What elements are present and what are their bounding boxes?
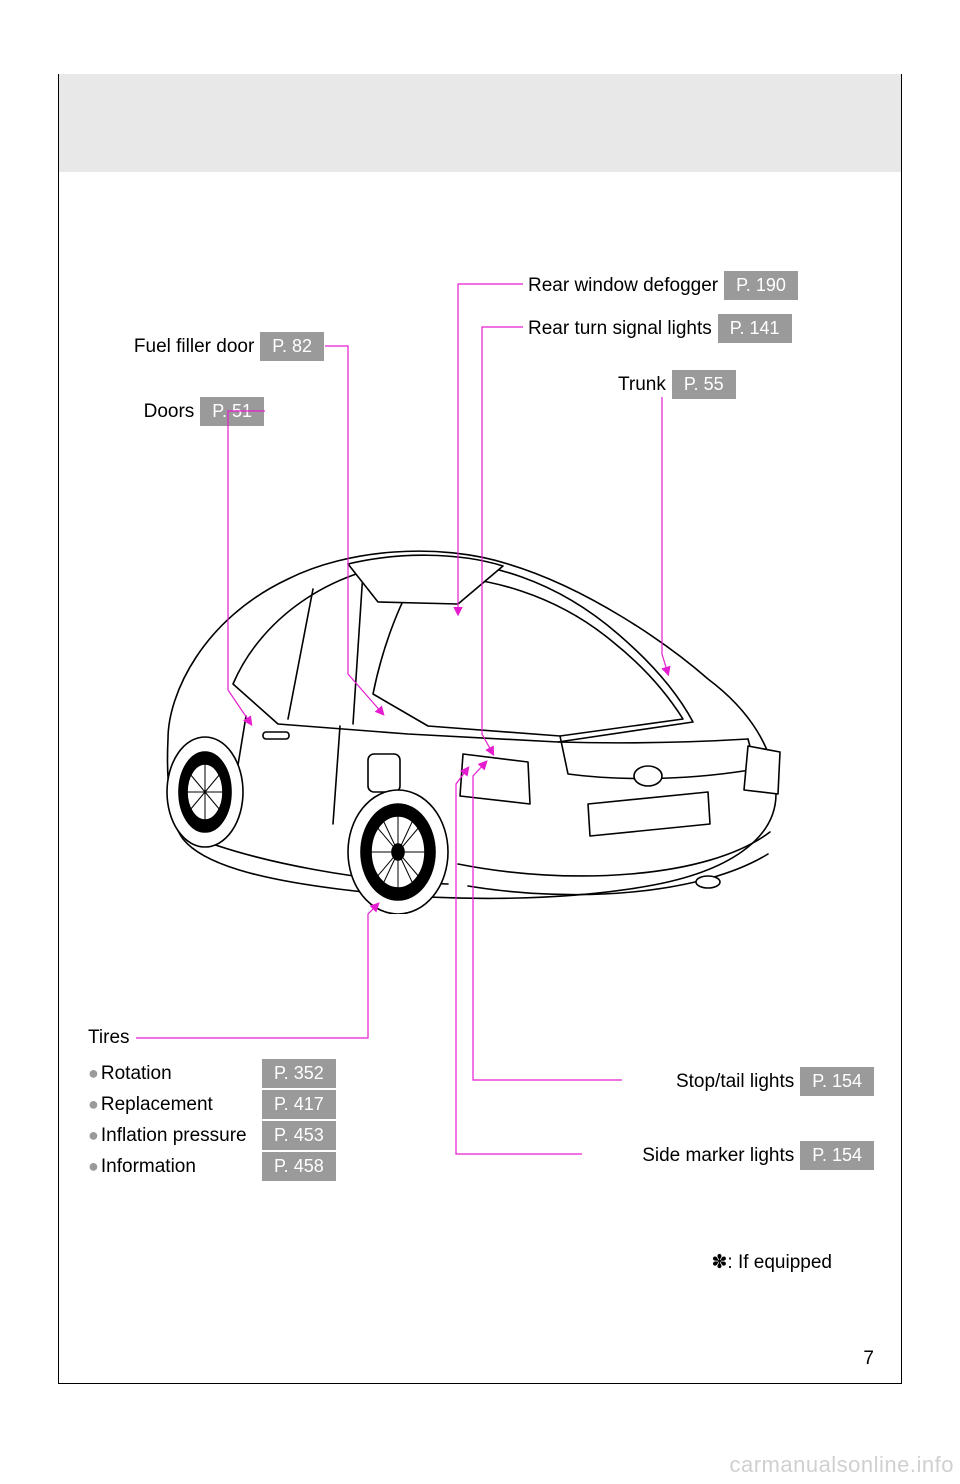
bullet-icon: ● bbox=[88, 1063, 99, 1083]
label-side-marker: Side marker lights bbox=[642, 1145, 794, 1167]
bullet-icon: ● bbox=[88, 1125, 99, 1145]
tires-row-inflation: ●Inflation pressure P. 453 bbox=[88, 1121, 336, 1150]
callout-trunk: Trunk P. 55 bbox=[618, 370, 736, 399]
label-trunk: Trunk bbox=[618, 374, 666, 396]
page-ref-side-marker: P. 154 bbox=[800, 1141, 874, 1170]
label-doors: Doors bbox=[144, 401, 195, 423]
footnote-if-equipped: ✽: If equipped bbox=[711, 1251, 832, 1274]
label-inflation: Inflation pressure bbox=[101, 1125, 247, 1146]
diagram-content: Fuel filler door P. 82 Doors P. 51 Rear … bbox=[58, 74, 902, 1384]
page-ref-rotation: P. 352 bbox=[262, 1059, 336, 1088]
callout-rear-turn-signal: Rear turn signal lights P. 141 bbox=[528, 314, 792, 343]
page-ref-rear-window-defogger: P. 190 bbox=[724, 271, 798, 300]
page-number: 7 bbox=[863, 1348, 874, 1370]
label-fuel-filler-door: Fuel filler door bbox=[134, 336, 254, 358]
label-replacement: Replacement bbox=[101, 1094, 213, 1115]
watermark: carmanualsonline.info bbox=[729, 1452, 954, 1478]
page-ref-information: P. 458 bbox=[262, 1152, 336, 1181]
car-illustration bbox=[108, 494, 808, 914]
callout-fuel-filler-door: Fuel filler door P. 82 bbox=[84, 332, 324, 361]
page-ref-stop-tail: P. 154 bbox=[800, 1067, 874, 1096]
callout-stop-tail: Stop/tail lights P. 154 bbox=[676, 1067, 874, 1096]
label-stop-tail: Stop/tail lights bbox=[676, 1071, 794, 1093]
bullet-icon: ● bbox=[88, 1094, 99, 1114]
label-rotation: Rotation bbox=[101, 1063, 172, 1084]
label-rear-turn-signal: Rear turn signal lights bbox=[528, 318, 712, 340]
tires-title: Tires bbox=[88, 1027, 336, 1049]
tires-row-information: ●Information P. 458 bbox=[88, 1152, 336, 1181]
page-ref-inflation: P. 453 bbox=[262, 1121, 336, 1150]
label-information: Information bbox=[101, 1156, 196, 1177]
page-ref-replacement: P. 417 bbox=[262, 1090, 336, 1119]
bullet-icon: ● bbox=[88, 1156, 99, 1176]
tires-row-rotation: ●Rotation P. 352 bbox=[88, 1059, 336, 1088]
page-ref-trunk: P. 55 bbox=[672, 370, 736, 399]
page-ref-doors: P. 51 bbox=[200, 397, 264, 426]
callout-side-marker: Side marker lights P. 154 bbox=[642, 1141, 874, 1170]
tires-block: Tires ●Rotation P. 352 ●Replacement P. 4… bbox=[88, 1027, 336, 1183]
page-ref-fuel-filler-door: P. 82 bbox=[260, 332, 324, 361]
callout-rear-window-defogger: Rear window defogger P. 190 bbox=[528, 271, 798, 300]
label-rear-window-defogger: Rear window defogger bbox=[528, 275, 718, 297]
callout-doors: Doors P. 51 bbox=[124, 397, 264, 426]
page-ref-rear-turn-signal: P. 141 bbox=[718, 314, 792, 343]
tires-row-replacement: ●Replacement P. 417 bbox=[88, 1090, 336, 1119]
